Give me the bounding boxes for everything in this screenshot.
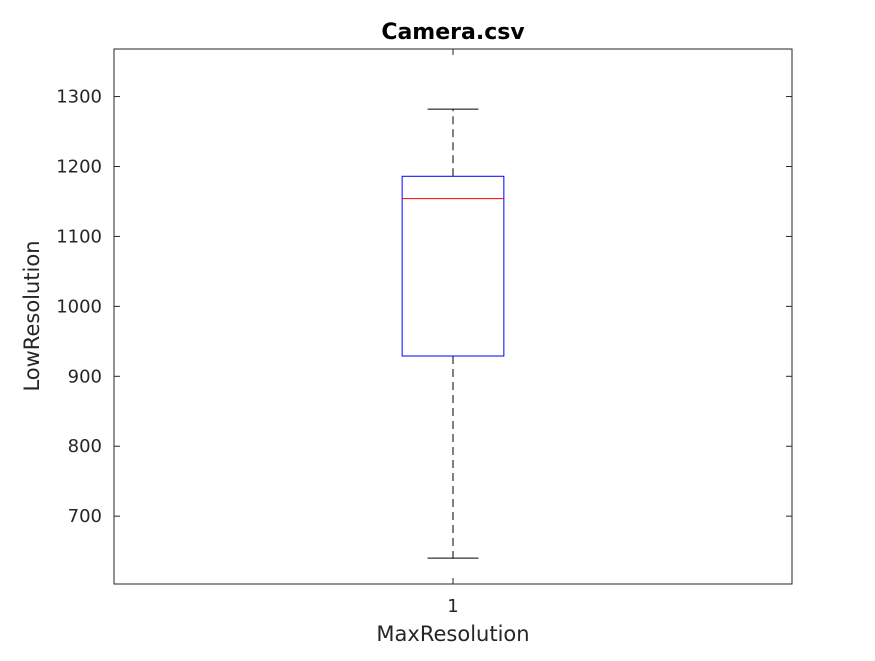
box-1 xyxy=(401,108,505,559)
y-axis: 700 800 900 1000 1100 1200 1300 xyxy=(56,87,792,527)
y-axis-label: LowResolution xyxy=(20,240,44,391)
y-tick-label: 1300 xyxy=(56,87,102,108)
x-axis: 1 xyxy=(447,49,459,617)
chart-title: Camera.csv xyxy=(381,20,525,45)
x-axis-label: MaxResolution xyxy=(376,622,529,646)
plot-area xyxy=(113,48,793,585)
x-tick-label: 1 xyxy=(447,596,458,617)
box-iqr xyxy=(401,175,505,357)
y-tick-label: 800 xyxy=(68,436,102,457)
y-tick-label: 1100 xyxy=(56,226,102,247)
box-group xyxy=(401,108,505,559)
y-tick-label: 1200 xyxy=(56,156,102,177)
y-tick-label: 900 xyxy=(68,366,102,387)
y-tick-label: 700 xyxy=(68,506,102,527)
y-tick-label: 1000 xyxy=(56,296,102,317)
